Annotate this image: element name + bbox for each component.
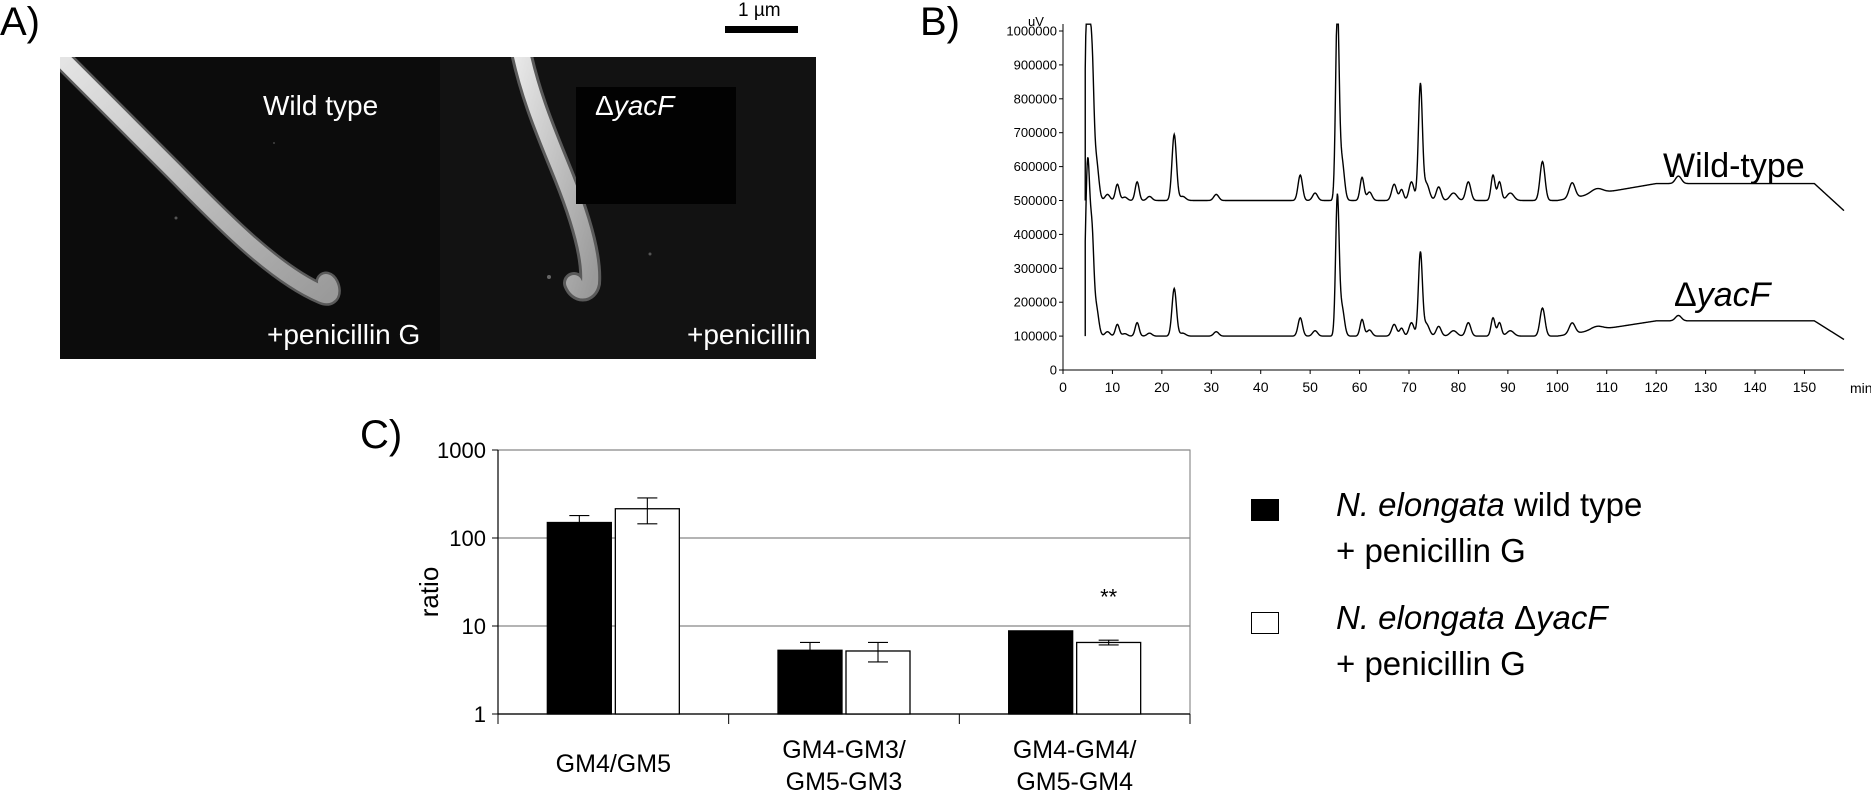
category-label: GM4-GM3/GM5-GM3 [782, 736, 906, 796]
y-tick-label: 300000 [1014, 261, 1057, 276]
x-tick-label: 110 [1596, 379, 1619, 395]
y-tick-label: 100000 [1014, 329, 1057, 344]
y-tick-label: 1 [474, 702, 486, 727]
y-tick-label: 1000 [437, 438, 486, 463]
bar-wild-type [1008, 630, 1074, 715]
x-axis-unit: min [1850, 380, 1871, 396]
y-axis-unit: uV [1028, 14, 1044, 29]
sem-treatment-left: +penicillin G [267, 319, 421, 350]
bacterium-filament-wild-type [60, 57, 341, 306]
legend: N. elongata wild type + penicillin G N. … [1248, 482, 1728, 692]
series-label-yacf: ΔyacF [1674, 276, 1773, 314]
panel-c-label: C) [360, 413, 403, 457]
bar-yacf [614, 508, 680, 715]
y-tick-label: 400000 [1014, 227, 1057, 242]
legend-entry-wild-type: N. elongata wild type + penicillin G [1336, 486, 1643, 569]
sem-treatment-right: +penicillin G [687, 319, 816, 350]
sem-image-wild-type: Wild type +penicillin G [60, 57, 440, 359]
significance-marker: ** [1100, 584, 1118, 609]
x-tick-label: 100 [1546, 379, 1570, 395]
trace-yacf [1084, 157, 1845, 341]
chromatogram-chart: 0100000200000300000400000500000600000700… [1006, 14, 1871, 396]
x-tick-label: 80 [1451, 379, 1467, 395]
x-tick-label: 150 [1793, 379, 1817, 395]
ratio-bar-chart: 1 10 100 1000 ** GM4/GM5 GM4-GM3/GM5-GM3 GM4-… [414, 438, 1191, 796]
x-tick-label: 90 [1500, 379, 1516, 395]
y-tick-label: 10 [462, 614, 486, 639]
x-tick-label: 120 [1644, 379, 1668, 395]
trace-wild-type [1084, 23, 1845, 212]
x-tick-label: 60 [1352, 379, 1368, 395]
y-tick-label: 100 [449, 526, 486, 551]
panel-a-label: A) [0, 0, 40, 44]
scale-bar-label: 1 µm [738, 0, 781, 21]
x-tick-label: 30 [1204, 379, 1220, 395]
y-tick-label: 0 [1050, 363, 1057, 378]
sem-image-panel: Wild type +penicillin G ΔyacF +penicilli… [60, 57, 816, 359]
y-tick-label: 500000 [1014, 193, 1057, 208]
bacterium-filament-yacf [510, 57, 652, 302]
sem-label-wild-type: Wild type [263, 90, 379, 121]
legend-swatch-wild-type [1251, 499, 1279, 521]
x-tick-label: 0 [1059, 379, 1067, 395]
x-tick-label: 50 [1302, 379, 1318, 395]
series-label-wild-type: Wild-type [1663, 147, 1805, 185]
y-tick-label: 600000 [1014, 159, 1057, 174]
y-tick-label: 900000 [1014, 57, 1057, 72]
bar-yacf [845, 650, 911, 715]
bar-wild-type [546, 521, 612, 715]
y-tick-label: 200000 [1014, 295, 1057, 310]
y-tick-label: 1000000 [1006, 24, 1057, 39]
sem-label-yacf: ΔyacF [595, 90, 675, 121]
category-label: GM4/GM5 [556, 750, 671, 778]
label-backdrop [576, 87, 736, 204]
scale-bar [725, 26, 798, 33]
x-tick-label: 10 [1105, 379, 1121, 395]
x-tick-label: 20 [1154, 379, 1170, 395]
y-tick-label: 700000 [1014, 125, 1057, 140]
legend-entry-yacf: N. elongata ΔyacF + penicillin G [1336, 599, 1608, 682]
y-axis-title: ratio [414, 567, 444, 618]
panel-b-label: B) [920, 0, 960, 44]
x-tick-label: 40 [1253, 379, 1269, 395]
x-tick-label: 130 [1694, 379, 1718, 395]
x-tick-label: 70 [1401, 379, 1417, 395]
y-tick-label: 800000 [1014, 91, 1057, 106]
x-tick-label: 140 [1743, 379, 1767, 395]
sem-image-yacf: ΔyacF +penicillin G [440, 57, 816, 359]
category-label: GM4-GM4/GM5-GM4 [1013, 736, 1137, 796]
bar-yacf [1076, 641, 1142, 715]
legend-swatch-yacf [1251, 612, 1279, 634]
